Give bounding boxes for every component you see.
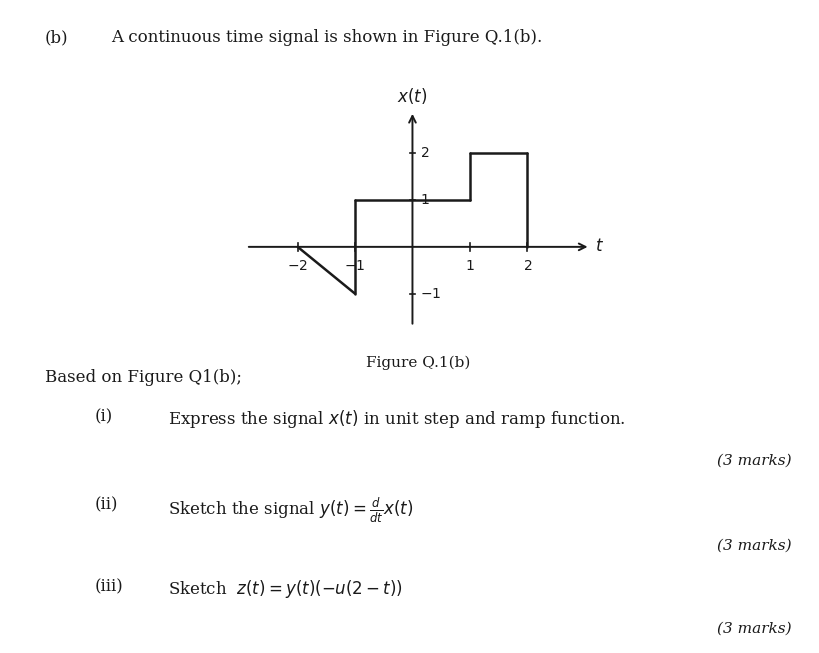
Text: (3 marks): (3 marks) [716,539,790,552]
Text: $-2$: $-2$ [287,259,308,272]
Text: $1$: $1$ [464,259,474,272]
Text: (b): (b) [45,29,69,46]
Text: $-1$: $-1$ [344,259,365,272]
Text: $2$: $2$ [522,259,532,272]
Text: Sketch the signal $y(t) = \frac{d}{dt}x(t)$: Sketch the signal $y(t) = \frac{d}{dt}x(… [168,496,413,526]
Text: $2$: $2$ [419,146,429,160]
Text: Figure Q.1(b): Figure Q.1(b) [365,356,470,370]
Text: A continuous time signal is shown in Figure Q.1(b).: A continuous time signal is shown in Fig… [111,29,541,46]
Text: $x(t)$: $x(t)$ [396,86,428,106]
Text: Based on Figure Q1(b);: Based on Figure Q1(b); [45,369,242,386]
Text: $1$: $1$ [419,193,429,207]
Text: (ii): (ii) [94,496,118,513]
Text: Express the signal $x(t)$ in unit step and ramp function.: Express the signal $x(t)$ in unit step a… [168,408,625,430]
Text: $t$: $t$ [595,238,604,255]
Text: (i): (i) [94,408,112,425]
Text: (3 marks): (3 marks) [716,454,790,468]
Text: Sketch  $z(t) = y(t)(-u(2-t))$: Sketch $z(t) = y(t)(-u(2-t))$ [168,578,403,600]
Text: $-1$: $-1$ [419,287,441,301]
Text: (3 marks): (3 marks) [716,622,790,635]
Text: (iii): (iii) [94,578,123,595]
